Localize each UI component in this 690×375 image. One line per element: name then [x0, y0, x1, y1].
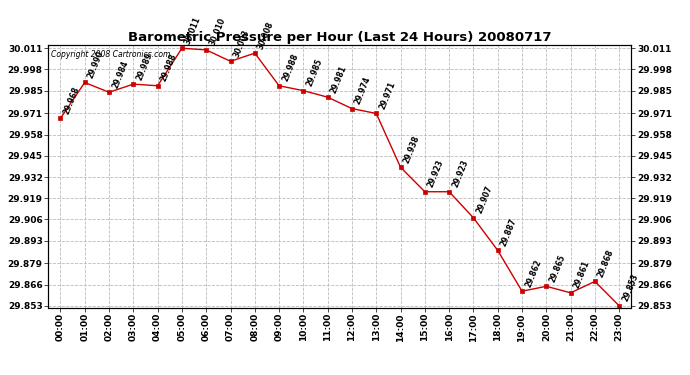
Text: 29.989: 29.989 [135, 51, 154, 81]
Text: 29.990: 29.990 [86, 50, 106, 80]
Text: Copyright 2008 Cartronics.com: Copyright 2008 Cartronics.com [51, 50, 170, 59]
Text: 29.985: 29.985 [305, 57, 324, 88]
Text: 30.008: 30.008 [256, 20, 275, 50]
Text: 29.988: 29.988 [159, 53, 178, 83]
Text: 30.011: 30.011 [184, 15, 203, 45]
Text: 29.868: 29.868 [596, 248, 615, 279]
Text: 29.981: 29.981 [329, 64, 348, 94]
Text: 29.865: 29.865 [548, 253, 567, 284]
Text: 29.853: 29.853 [620, 273, 640, 303]
Text: 29.968: 29.968 [62, 85, 81, 116]
Text: 29.923: 29.923 [426, 159, 446, 189]
Text: 29.974: 29.974 [353, 75, 373, 106]
Text: 29.971: 29.971 [377, 80, 397, 111]
Text: 29.861: 29.861 [572, 260, 591, 290]
Text: 29.862: 29.862 [524, 258, 543, 288]
Title: Barometric Pressure per Hour (Last 24 Hours) 20080717: Barometric Pressure per Hour (Last 24 Ho… [128, 31, 551, 44]
Text: 29.887: 29.887 [499, 217, 518, 248]
Text: 30.010: 30.010 [208, 17, 227, 47]
Text: 29.988: 29.988 [280, 53, 300, 83]
Text: 30.003: 30.003 [232, 28, 251, 58]
Text: 29.907: 29.907 [475, 184, 494, 215]
Text: 29.984: 29.984 [110, 59, 130, 90]
Text: 29.938: 29.938 [402, 134, 422, 165]
Text: 29.923: 29.923 [451, 159, 470, 189]
